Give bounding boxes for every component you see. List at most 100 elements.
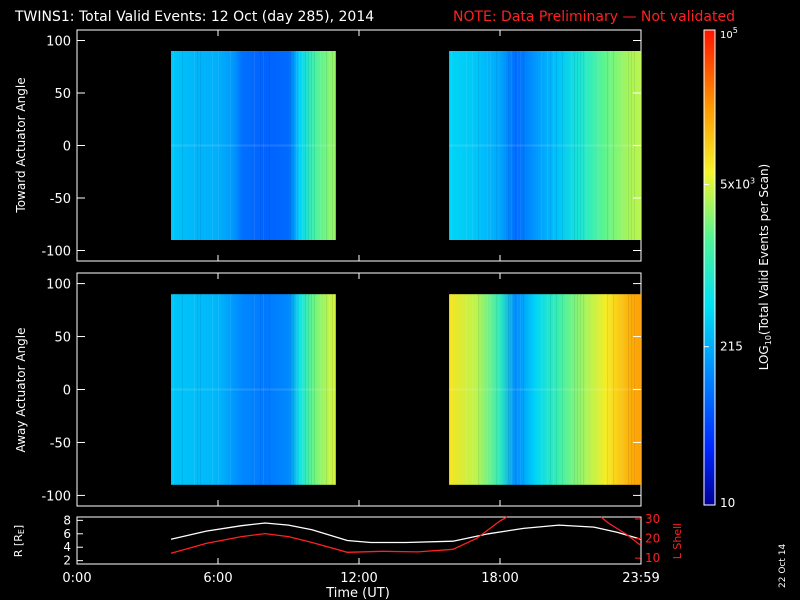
heatmap-streak xyxy=(329,294,330,485)
away-heatmap-panel: 100 50 0 -50 -100 Away Actuator Angle xyxy=(14,272,642,507)
heatmap-streak xyxy=(194,51,195,240)
heatmap-cell xyxy=(500,51,516,240)
heatmap-streak xyxy=(332,294,333,485)
heatmap-streak xyxy=(197,51,198,240)
heatmap-streak xyxy=(478,294,480,485)
heatmap-streak xyxy=(583,294,585,485)
y-tick-label: -100 xyxy=(41,245,71,260)
heatmap-streak xyxy=(326,51,327,240)
colorbar-tick-label: 5x103 xyxy=(720,176,755,191)
heatmap-streak xyxy=(547,294,549,485)
heatmap-streak xyxy=(194,294,195,485)
heatmap-cell xyxy=(582,294,607,485)
heatmap-streak xyxy=(308,294,309,485)
heatmap-streak xyxy=(517,51,519,240)
heatmap-streak xyxy=(490,51,492,240)
heatmap-cell xyxy=(605,51,630,240)
heatmap-cell xyxy=(515,294,536,485)
heatmap-cell xyxy=(515,51,536,240)
heatmap-streak xyxy=(293,51,294,240)
toward-y-axis-label: Toward Actuator Angle xyxy=(14,77,28,213)
heatmap-cell xyxy=(265,294,289,485)
heatmap-streak xyxy=(329,51,330,240)
heatmap-streak xyxy=(541,294,543,485)
heatmap-cell xyxy=(535,51,560,240)
l-shell-tick-label: 10 xyxy=(645,551,660,565)
heatmap-cell xyxy=(265,51,289,240)
heatmap-streak xyxy=(472,51,474,240)
heatmap-streak xyxy=(478,51,480,240)
heatmap-streak xyxy=(302,294,303,485)
r-tick-label: 2 xyxy=(63,554,71,568)
heatmap-streak xyxy=(263,51,264,240)
heatmap-cell xyxy=(233,51,242,240)
heatmap-cell xyxy=(194,51,219,240)
heatmap-cell xyxy=(605,294,630,485)
heatmap-streak xyxy=(182,51,183,240)
heatmap-streak xyxy=(556,294,558,485)
heatmap-cell xyxy=(241,294,266,485)
heatmap-streak xyxy=(586,51,588,240)
x-tick-label: 12:00 xyxy=(340,571,377,586)
heatmap-streak xyxy=(290,294,291,485)
r-tick-label: 8 xyxy=(63,513,71,527)
heatmap-streak xyxy=(490,294,492,485)
l-shell-tick-label: 20 xyxy=(645,532,660,546)
heatmap-streak xyxy=(308,51,309,240)
heatmap-streak xyxy=(580,294,582,485)
heatmap-streak xyxy=(451,294,453,485)
x-tick-label: 18:00 xyxy=(481,571,518,586)
heatmap-cell xyxy=(500,294,516,485)
heatmap-streak xyxy=(296,294,297,485)
radius-line xyxy=(170,522,641,544)
date-stamp: 22 Oct 14 xyxy=(778,544,788,588)
heatmap-streak xyxy=(326,294,327,485)
heatmap-streak xyxy=(574,51,576,240)
heatmap-streak xyxy=(583,51,585,240)
heatmap-streak xyxy=(613,294,615,485)
heatmap-streak xyxy=(466,294,468,485)
heatmap-streak xyxy=(299,51,300,240)
heatmap-streak xyxy=(269,51,270,240)
heatmap-cell xyxy=(171,294,195,485)
heatmap-cell xyxy=(241,51,266,240)
heatmap-streak xyxy=(496,51,498,240)
heatmap-streak xyxy=(299,294,300,485)
away-heatmap-cells xyxy=(171,294,641,485)
heatmap-streak xyxy=(562,51,564,240)
heatmap-streak xyxy=(197,294,198,485)
heatmap-streak xyxy=(302,51,303,240)
x-axis-label: Time (UT) xyxy=(325,586,390,600)
heatmap-cell xyxy=(535,294,560,485)
heatmap-cell xyxy=(218,51,234,240)
heatmap-streak xyxy=(511,294,513,485)
colorbar-tick-label: 10 xyxy=(720,496,735,510)
toward-y-ticks: 100 50 0 -50 -100 xyxy=(41,35,641,260)
heatmap-cell xyxy=(582,51,607,240)
heatmap-streak xyxy=(451,51,453,240)
heatmap-streak xyxy=(212,294,213,485)
heatmap-streak xyxy=(487,294,489,485)
heatmap-streak xyxy=(200,294,201,485)
heatmap-streak xyxy=(586,294,588,485)
heatmap-cell xyxy=(327,51,336,240)
heatmap-streak xyxy=(263,294,264,485)
heatmap-streak xyxy=(577,51,579,240)
heatmap-streak xyxy=(523,294,525,485)
heatmap-streak xyxy=(520,51,522,240)
heatmap-cell xyxy=(300,294,313,485)
heatmap-streak xyxy=(550,51,552,240)
heatmap-streak xyxy=(320,294,321,485)
heatmap-streak xyxy=(230,51,231,240)
heatmap-streak xyxy=(218,51,219,240)
heatmap-streak xyxy=(314,294,315,485)
heatmap-streak xyxy=(520,294,522,485)
r-axis-label: R [RE] xyxy=(12,525,26,557)
heatmap-streak xyxy=(254,51,255,240)
heatmap-streak xyxy=(622,51,624,240)
heatmap-cell xyxy=(449,294,477,485)
orbit-x-ticks: 0:00 6:00 12:00 18:00 23:59 xyxy=(62,30,660,586)
heatmap-streak xyxy=(577,294,579,485)
heatmap-streak xyxy=(598,294,600,485)
